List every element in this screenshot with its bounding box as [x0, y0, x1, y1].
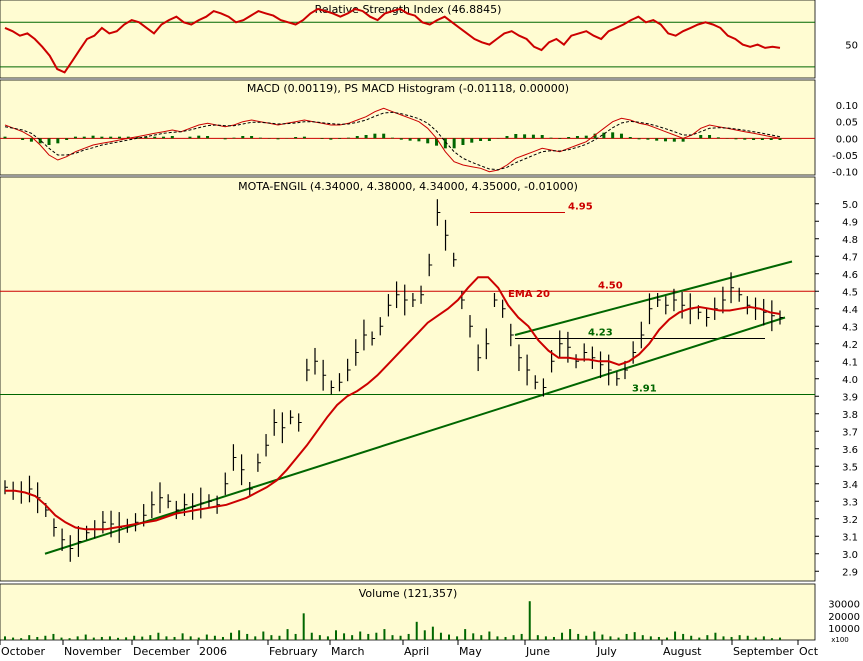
macd-tick-label: -0.05: [832, 151, 858, 162]
volume-panel: [0, 583, 816, 641]
price-tick-label: 4.6: [842, 270, 858, 281]
price-layer: 4.95 4.50 4.23 3.91 EMA 20 5.0 4.9 4.8 4.7 4.6 4.5…: [0, 199, 858, 578]
x-axis-month-label: November: [64, 645, 122, 657]
price-tick-label: 3.6: [842, 445, 858, 456]
price-tick-label: 3.5: [842, 462, 858, 473]
price-tick-label: 4.5: [842, 287, 858, 298]
price-tick-label: 3.9: [842, 392, 858, 403]
lower-trendline: [44, 316, 786, 555]
rsi-line: [4, 7, 781, 74]
price-tick-label: 3.7: [842, 427, 858, 438]
price-tick-label: 4.1: [842, 357, 858, 368]
price-tick-label: 4.0: [842, 375, 858, 386]
price-tick-label: 3.2: [842, 515, 858, 526]
x-axis: October November December 2006 February March…: [0, 640, 819, 658]
x-axis-month-label: October: [1, 645, 45, 657]
volume-tick-label: 10000: [828, 624, 860, 635]
price-tick-label: 3.3: [842, 497, 858, 508]
annotation-label: 4.95: [568, 202, 593, 213]
x-axis-month-label: February: [269, 645, 318, 657]
rsi-title: Relative Strength Index (46.8845): [315, 3, 502, 16]
annotation-label: 3.91: [632, 384, 657, 395]
price-tick-label: 4.9: [842, 217, 858, 228]
macd-layer: 0.10 0.05 0.00 -0.05 -0.10: [0, 101, 858, 179]
annotation-label: EMA 20: [508, 289, 550, 300]
macd-tick-label: 0.10: [836, 101, 858, 112]
ema-line: [5, 276, 781, 531]
macd-tick-label: -0.10: [832, 168, 858, 179]
annotation-label: 4.50: [598, 280, 623, 291]
macd-title: MACD (0.00119), PS MACD Histogram (-0.01…: [247, 82, 569, 95]
price-tick-label: 5.0: [842, 200, 858, 211]
price-tick-label: 3.1: [842, 532, 858, 543]
x-axis-month-label: August: [663, 645, 702, 657]
price-title: MOTA-ENGIL (4.34000, 4.38000, 4.34000, 4…: [238, 180, 578, 193]
x-axis-month-label: March: [331, 645, 365, 657]
volume-title: Volume (121,357): [359, 587, 457, 600]
price-tick-label: 4.4: [842, 305, 858, 316]
annotation-label: 4.23: [588, 328, 613, 339]
x-axis-month-label: April: [404, 645, 429, 657]
macd-line: [4, 107, 781, 173]
x-axis-month-label: May: [459, 645, 482, 657]
x-axis-month-label: September: [733, 645, 794, 657]
price-tick-label: 2.9: [842, 567, 858, 578]
volume-tick-label: 30000: [828, 600, 860, 611]
price-tick-label: 3.4: [842, 480, 858, 491]
price-tick-label: 3.0: [842, 550, 858, 561]
price-tick-label: 4.2: [842, 340, 858, 351]
x-axis-month-label: December: [133, 645, 191, 657]
x-axis-month-label: July: [596, 645, 617, 657]
x-axis-month-label: 2006: [199, 645, 227, 657]
upper-trendline: [514, 260, 793, 336]
price-tick-label: 4.3: [842, 322, 858, 333]
macd-panel: [0, 79, 816, 176]
macd-tick-label: 0.00: [836, 134, 858, 145]
rsi-layer: 50: [0, 7, 858, 74]
x-axis-month-label: June: [525, 645, 550, 657]
volume-unit-label: x100: [831, 636, 849, 644]
price-tick-label: 4.7: [842, 252, 858, 263]
price-panel: [0, 176, 816, 582]
price-tick-label: 4.8: [842, 235, 858, 246]
x-axis-month-label: Oct: [799, 645, 819, 657]
rsi-tick-label: 50: [845, 41, 858, 52]
price-tick-label: 3.8: [842, 410, 858, 421]
macd-signal-line: [4, 111, 781, 171]
volume-tick-label: 20000: [828, 612, 860, 623]
macd-tick-label: 0.05: [836, 118, 858, 129]
